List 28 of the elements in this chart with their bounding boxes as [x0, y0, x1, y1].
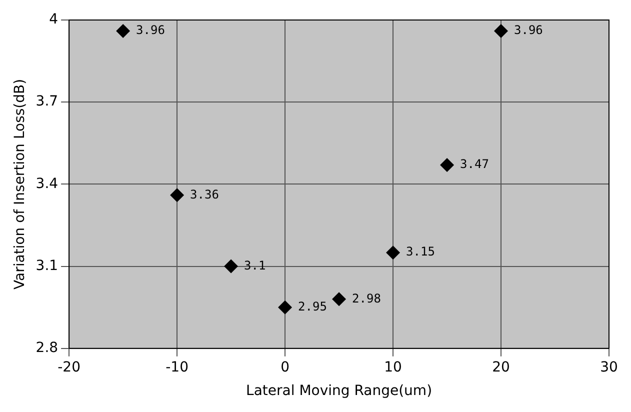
- x-tick-label: 0: [280, 359, 290, 376]
- point: [332, 292, 346, 306]
- point: [224, 259, 238, 274]
- y-tick-label: 3.4: [36, 176, 58, 192]
- x-tick-label: -10: [166, 359, 188, 376]
- data-label: 3.96: [136, 23, 165, 38]
- point: [116, 24, 130, 38]
- y-tick-label: 4: [49, 12, 58, 28]
- y-tick-label: 2.8: [36, 340, 58, 356]
- data-label: 3.96: [514, 23, 543, 38]
- x-axis-title: Lateral Moving Range(um): [246, 383, 432, 400]
- x-tick-label: 30: [600, 359, 618, 376]
- x-tick-label: -20: [58, 359, 80, 376]
- data-label: 3.15: [406, 244, 435, 259]
- x-tick-label: 10: [384, 359, 402, 376]
- y-axis-title: Variation of Insertion Loss(dB): [12, 78, 28, 290]
- data-label: 3.36: [190, 187, 219, 202]
- point: [170, 188, 184, 202]
- data-label: 3.47: [460, 157, 489, 172]
- data-label: 2.95: [298, 299, 327, 314]
- point: [278, 300, 292, 314]
- y-tick-label: 3.7: [36, 94, 58, 110]
- point: [386, 246, 400, 260]
- data-label: 2.98: [352, 291, 381, 306]
- point: [440, 158, 454, 172]
- y-tick-label: 3.1: [36, 258, 58, 274]
- point: [494, 24, 508, 38]
- x-tick-label: 20: [492, 359, 510, 376]
